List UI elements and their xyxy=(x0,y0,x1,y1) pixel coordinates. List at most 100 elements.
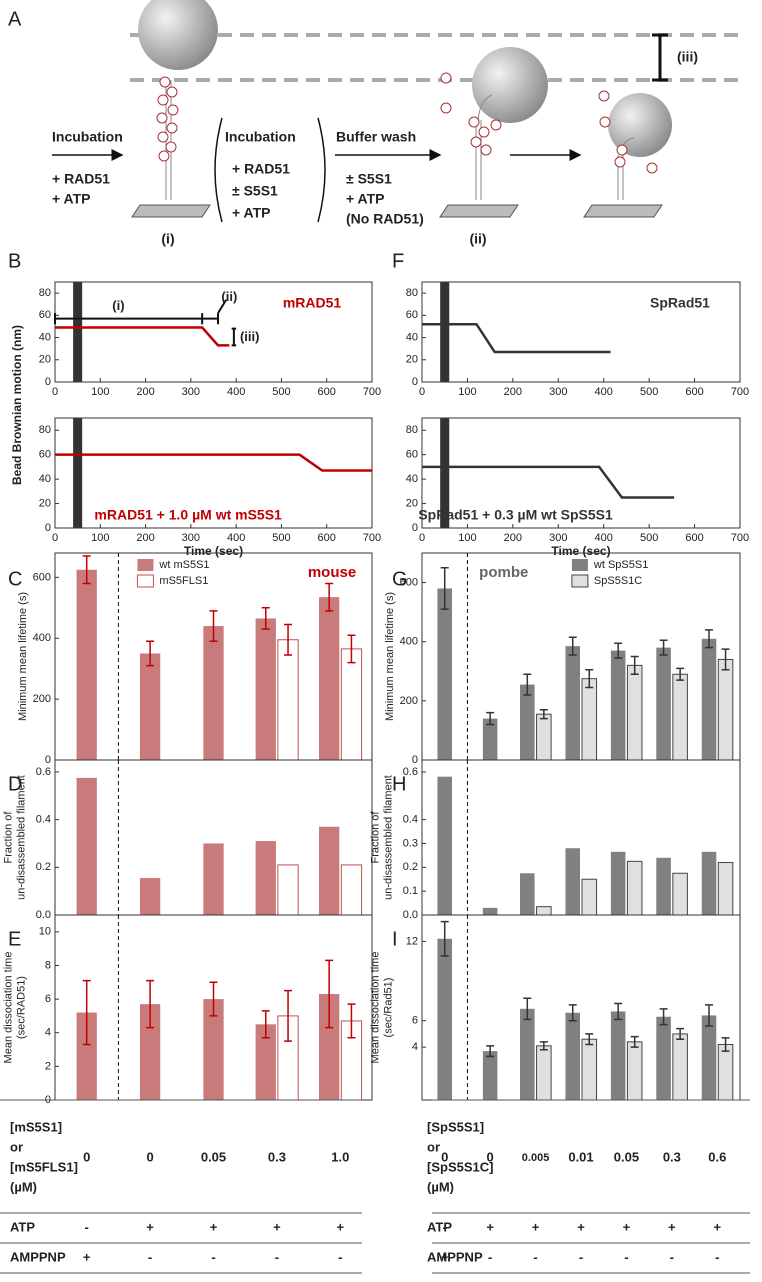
error-bar xyxy=(146,979,155,1029)
error-bar xyxy=(630,1035,639,1048)
y-tick-label: 0.6 xyxy=(403,766,418,778)
y-tick-label: 20 xyxy=(39,497,51,509)
step-text: (No RAD51) xyxy=(346,211,424,227)
bar xyxy=(717,862,734,916)
bead xyxy=(138,0,218,70)
x-tick-label: 600 xyxy=(318,532,336,544)
table-cell: 0 xyxy=(441,1149,448,1164)
rad51-beads xyxy=(598,90,658,174)
table-cell: - xyxy=(715,1249,719,1264)
error-bar xyxy=(721,648,730,671)
y-tick-label: 0.4 xyxy=(403,814,418,826)
bar xyxy=(581,878,598,916)
bar xyxy=(277,864,299,916)
y-axis-label: un-disassembled filament xyxy=(382,775,394,900)
bar xyxy=(610,851,626,915)
legend-swatch xyxy=(136,574,154,588)
fit-line xyxy=(422,465,675,499)
table-cell: 0.3 xyxy=(268,1149,286,1164)
error-bar xyxy=(539,708,548,720)
trace-label: SpRad51 xyxy=(650,295,710,311)
bar xyxy=(701,851,717,915)
error-bar xyxy=(705,1004,714,1027)
error-bar xyxy=(659,639,668,656)
bar xyxy=(565,646,580,760)
y-tick-label: 200 xyxy=(400,695,418,707)
bar xyxy=(76,777,97,915)
error-bar xyxy=(585,669,594,689)
error-bar xyxy=(721,1037,730,1052)
table-cell: + xyxy=(577,1219,585,1234)
legend-swatch xyxy=(571,559,588,571)
y-tick-label: 12 xyxy=(406,935,418,947)
table-cell: 0.01 xyxy=(568,1149,593,1164)
annotation: mouse xyxy=(308,564,356,581)
x-tick-label: 200 xyxy=(504,532,522,544)
y-tick-label: 80 xyxy=(39,287,51,299)
row-label: AMPPNP xyxy=(427,1249,483,1264)
y-tick-label: 0.2 xyxy=(403,861,418,873)
bar xyxy=(255,618,276,760)
y-axis-label: Bead Brownian motion (nm) xyxy=(10,325,24,485)
bar xyxy=(203,843,224,915)
y-tick-label: 4 xyxy=(412,1041,418,1053)
x-tick-label: 600 xyxy=(685,386,703,398)
annotation: pombe xyxy=(479,564,528,581)
bar xyxy=(277,639,299,761)
table-cell: 0.05 xyxy=(614,1149,639,1164)
table-cell: + xyxy=(210,1219,218,1234)
error-bar xyxy=(523,673,532,696)
panel-letter: I xyxy=(392,928,398,950)
error-bar xyxy=(82,555,91,585)
x-tick-label: 0 xyxy=(419,532,425,544)
surface xyxy=(439,204,519,218)
x-tick-label: 300 xyxy=(549,532,567,544)
bar xyxy=(520,684,535,760)
row-label: AMPPNP xyxy=(10,1249,66,1264)
table-cell: - xyxy=(148,1249,152,1264)
row-label: [mS5FLS1] xyxy=(10,1159,78,1174)
bar xyxy=(76,1012,97,1100)
bar xyxy=(656,1016,671,1100)
step-text: ± S5S1 xyxy=(232,183,278,199)
bar xyxy=(340,864,363,916)
y-tick-label: 0.3 xyxy=(403,837,418,849)
y-tick-label: 8 xyxy=(45,959,51,971)
plot-frame xyxy=(421,281,741,383)
bar xyxy=(139,878,161,915)
rad51-beads xyxy=(440,72,502,156)
error-bar xyxy=(630,655,639,675)
x-tick-label: 300 xyxy=(549,386,567,398)
table-cell: - xyxy=(275,1249,279,1264)
bar xyxy=(626,860,643,916)
table-cell: - xyxy=(624,1249,628,1264)
legend-swatch xyxy=(571,574,589,588)
x-tick-label: 700 xyxy=(363,532,381,544)
y-tick-label: 0 xyxy=(45,754,51,766)
bar xyxy=(656,647,671,760)
step-text: Incubation xyxy=(52,129,123,145)
bar xyxy=(255,841,276,915)
error-bar xyxy=(676,1027,685,1040)
y-tick-label: 80 xyxy=(39,424,51,436)
bar xyxy=(565,848,580,915)
table-cell: 0.3 xyxy=(663,1149,681,1164)
fit-line xyxy=(422,322,611,354)
y-tick-label: 600 xyxy=(400,576,418,588)
y-tick-label: 0 xyxy=(45,376,51,388)
step-text: Incubation xyxy=(225,129,296,145)
panel-letter: E xyxy=(8,928,21,950)
bar xyxy=(203,626,224,760)
bar xyxy=(565,1012,580,1100)
x-tick-label: 500 xyxy=(640,532,658,544)
row-label: [SpS5S1C] xyxy=(427,1159,493,1174)
x-tick-label: 100 xyxy=(91,532,109,544)
bead xyxy=(608,93,672,157)
x-tick-label: 300 xyxy=(182,386,200,398)
table-cell: + xyxy=(623,1219,631,1234)
x-tick-label: 500 xyxy=(272,386,290,398)
error-bar xyxy=(325,582,334,612)
panel-letter: C xyxy=(8,568,22,590)
y-tick-label: 400 xyxy=(400,636,418,648)
y-tick-label: 40 xyxy=(406,331,418,343)
